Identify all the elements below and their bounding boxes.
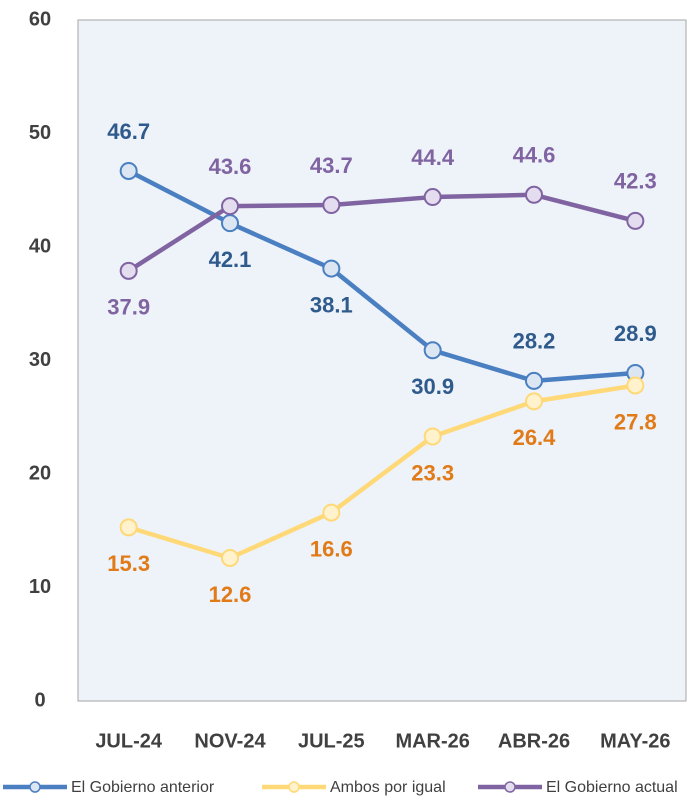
point-marker [322, 259, 341, 278]
data-label: 16.6 [310, 536, 353, 561]
point-marker [119, 261, 138, 280]
y-tick-label: 30 [29, 349, 51, 371]
data-label: 44.6 [513, 143, 556, 168]
series-line [128, 383, 636, 561]
data-label: 15.3 [107, 551, 150, 576]
point-marker [423, 427, 442, 446]
point-marker [322, 196, 341, 215]
point-marker [423, 341, 442, 360]
point-marker [322, 503, 341, 522]
x-tick-label: NOV-24 [194, 730, 266, 752]
x-tick-label: JUL-25 [298, 730, 365, 752]
data-label: 43.6 [209, 154, 252, 179]
legend-marker [288, 781, 300, 793]
y-tick-label: 0 [34, 689, 45, 711]
y-tick-label: 10 [29, 576, 51, 598]
point-marker [221, 548, 239, 567]
y-tick-label: 60 [29, 8, 51, 30]
data-label: 28.2 [513, 329, 556, 354]
legend-marker [29, 781, 41, 793]
legend-label: El Gobierno anterior [71, 779, 215, 796]
data-label: 44.4 [411, 145, 455, 170]
y-tick-label: 40 [29, 235, 51, 257]
point-marker [119, 518, 138, 537]
data-label: 37.9 [107, 295, 150, 320]
data-label: 28.9 [614, 321, 657, 346]
data-label: 46.7 [107, 119, 150, 144]
point-marker [221, 214, 239, 233]
data-label: 42.1 [209, 247, 252, 272]
legend-label: El Gobierno actual [546, 779, 678, 796]
y-tick-label: 20 [29, 462, 51, 484]
point-marker [525, 185, 543, 204]
legend-marker [504, 781, 516, 793]
data-label: 23.3 [411, 460, 454, 485]
data-label: 27.8 [614, 409, 657, 434]
x-tick-label: ABR-26 [498, 730, 570, 752]
data-label: 43.7 [310, 153, 353, 178]
x-tick-label: MAR-26 [395, 730, 469, 752]
point-marker [626, 211, 645, 230]
data-label: 38.1 [310, 292, 353, 317]
data-label: 42.3 [614, 169, 657, 194]
x-tick-label: JUL-24 [95, 730, 163, 752]
point-marker [525, 371, 543, 390]
legend-label: Ambos por igual [330, 779, 446, 796]
data-label: 26.4 [513, 425, 557, 450]
point-marker [626, 376, 645, 395]
point-marker [525, 392, 543, 411]
point-marker [423, 188, 442, 207]
plot-area [77, 19, 687, 702]
y-tick-label: 50 [29, 122, 51, 144]
point-marker [221, 197, 239, 216]
series-line [127, 192, 636, 273]
data-label: 12.6 [209, 582, 252, 607]
x-tick-label: MAY-26 [600, 730, 670, 752]
point-marker [119, 161, 138, 180]
data-label: 30.9 [411, 374, 454, 399]
